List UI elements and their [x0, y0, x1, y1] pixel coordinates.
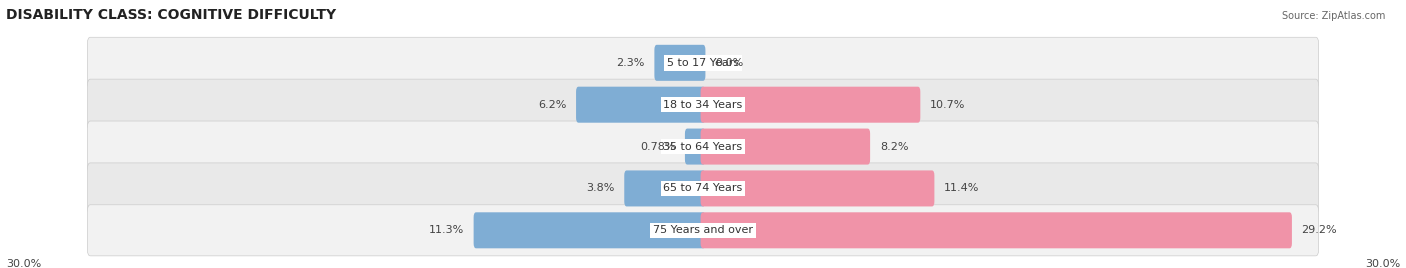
- Text: 0.0%: 0.0%: [716, 58, 744, 68]
- FancyBboxPatch shape: [700, 212, 1292, 248]
- FancyBboxPatch shape: [685, 129, 706, 165]
- Text: 3.8%: 3.8%: [586, 183, 614, 193]
- FancyBboxPatch shape: [700, 87, 921, 123]
- Text: 5 to 17 Years: 5 to 17 Years: [666, 58, 740, 68]
- Text: 8.2%: 8.2%: [880, 142, 908, 152]
- FancyBboxPatch shape: [87, 205, 1319, 256]
- FancyBboxPatch shape: [654, 45, 706, 81]
- Text: 6.2%: 6.2%: [538, 100, 567, 110]
- FancyBboxPatch shape: [700, 129, 870, 165]
- FancyBboxPatch shape: [474, 212, 706, 248]
- Text: 65 to 74 Years: 65 to 74 Years: [664, 183, 742, 193]
- FancyBboxPatch shape: [87, 79, 1319, 130]
- FancyBboxPatch shape: [87, 37, 1319, 88]
- Text: 29.2%: 29.2%: [1302, 225, 1337, 235]
- Text: 10.7%: 10.7%: [929, 100, 966, 110]
- Text: 18 to 34 Years: 18 to 34 Years: [664, 100, 742, 110]
- FancyBboxPatch shape: [87, 163, 1319, 214]
- FancyBboxPatch shape: [624, 170, 706, 206]
- Text: 0.78%: 0.78%: [640, 142, 675, 152]
- Text: 2.3%: 2.3%: [616, 58, 645, 68]
- Text: 11.3%: 11.3%: [429, 225, 464, 235]
- Text: 35 to 64 Years: 35 to 64 Years: [664, 142, 742, 152]
- Text: 30.0%: 30.0%: [1365, 259, 1400, 268]
- Text: 11.4%: 11.4%: [943, 183, 980, 193]
- Text: 30.0%: 30.0%: [6, 259, 41, 268]
- FancyBboxPatch shape: [87, 121, 1319, 172]
- Text: Source: ZipAtlas.com: Source: ZipAtlas.com: [1281, 11, 1385, 21]
- Text: DISABILITY CLASS: COGNITIVE DIFFICULTY: DISABILITY CLASS: COGNITIVE DIFFICULTY: [6, 8, 336, 22]
- FancyBboxPatch shape: [576, 87, 706, 123]
- Text: 75 Years and over: 75 Years and over: [652, 225, 754, 235]
- FancyBboxPatch shape: [700, 170, 935, 206]
